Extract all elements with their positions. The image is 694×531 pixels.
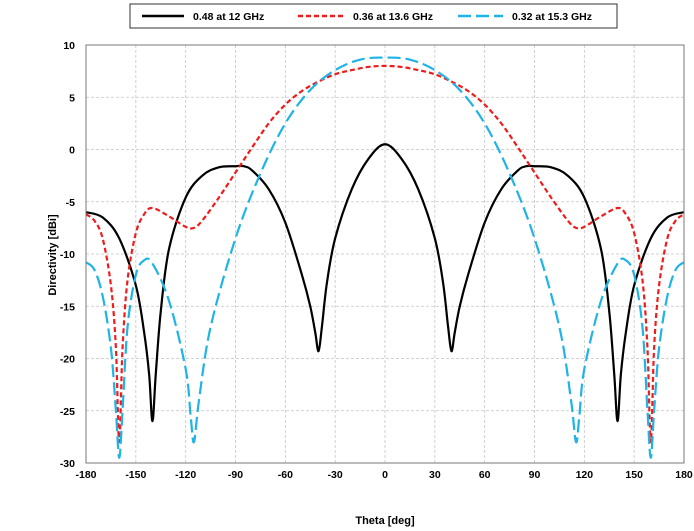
x-tick-label: 30 <box>429 469 441 481</box>
series-line-1 <box>85 64 685 444</box>
y-tick-label: 5 <box>69 92 75 104</box>
series-line-0 <box>85 143 685 423</box>
x-tick-label: 180 <box>675 469 693 481</box>
x-tick-label: -180 <box>75 469 96 481</box>
y-tick-label: -25 <box>60 406 75 418</box>
x-tick-label: -90 <box>228 469 243 481</box>
legend-box <box>129 3 618 29</box>
legend-label-1: 0.36 at 13.6 GHz <box>353 11 433 23</box>
y-tick-label: -10 <box>60 249 75 261</box>
legend-label-2: 0.32 at 15.3 GHz <box>512 11 592 23</box>
legend-label-0: 0.48 at 12 GHz <box>193 11 264 23</box>
x-tick-label: 90 <box>529 469 541 481</box>
x-tick-label: -120 <box>175 469 196 481</box>
x-tick-label: -150 <box>125 469 146 481</box>
x-tick-label: -60 <box>278 469 293 481</box>
series-lines <box>85 56 685 459</box>
plot-frame <box>85 44 685 464</box>
x-tick-label: 120 <box>576 469 594 481</box>
y-tick-label: -15 <box>60 301 75 313</box>
x-tick-label: 60 <box>479 469 491 481</box>
legend: 0.48 at 12 GHz 0.36 at 13.6 GHz 0.32 at … <box>129 3 618 29</box>
y-tick-label: -20 <box>60 354 75 366</box>
y-tick-label: 0 <box>69 145 75 157</box>
y-tick-label: 10 <box>63 40 75 52</box>
grid <box>86 45 684 463</box>
y-axis-title: Directivity [dBi] <box>47 214 59 296</box>
x-tick-label: 150 <box>625 469 643 481</box>
x-tick-label: -30 <box>328 469 343 481</box>
x-tick-label: 0 <box>382 469 388 481</box>
y-tick-label: -30 <box>60 458 75 470</box>
y-tick-label: -5 <box>66 197 75 209</box>
x-axis-title: Theta [deg] <box>355 515 415 527</box>
tick-labels: -180 -150 -120 -90 -60 -30 0 30 60 90 120 150 180-30… <box>60 40 693 481</box>
